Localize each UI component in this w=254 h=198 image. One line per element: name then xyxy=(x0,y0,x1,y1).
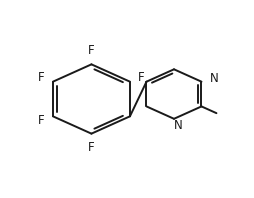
Text: N: N xyxy=(209,72,218,85)
Text: N: N xyxy=(174,119,183,132)
Text: F: F xyxy=(38,71,45,84)
Text: F: F xyxy=(88,141,95,154)
Text: F: F xyxy=(38,114,45,127)
Text: F: F xyxy=(88,44,95,57)
Text: F: F xyxy=(138,71,145,84)
